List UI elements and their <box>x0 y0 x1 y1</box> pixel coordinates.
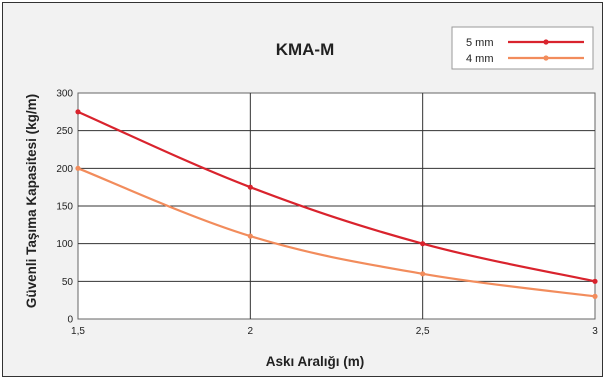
x-tick-label: 2,5 <box>416 326 430 337</box>
chart-title: KMA-M <box>276 40 335 59</box>
y-tick-label: 150 <box>56 202 73 213</box>
y-tick-label: 50 <box>62 277 74 288</box>
data-point <box>75 109 81 115</box>
legend: 5 mm 4 mm <box>451 26 594 70</box>
series-line-a <box>77 110 596 283</box>
legend-label: 5 mm <box>466 37 494 49</box>
legend-label: 4 mm <box>466 53 494 65</box>
y-tick-label: 200 <box>56 164 73 175</box>
y-tick-label: 0 <box>67 315 73 326</box>
data-point <box>592 278 598 284</box>
y-tick-label: 250 <box>56 126 73 137</box>
y-axis-label: Güvenli Taşıma Kapasitesi (kg/m) <box>24 94 39 308</box>
data-point <box>247 184 253 190</box>
y-tick-label: 300 <box>56 89 73 100</box>
data-point <box>420 271 426 277</box>
data-point <box>75 165 81 171</box>
legend-marker <box>543 55 549 61</box>
series-line-b <box>77 167 596 298</box>
legend-box <box>451 26 594 70</box>
y-tick-label: 100 <box>56 239 73 250</box>
data-point <box>247 233 253 239</box>
legend-marker <box>543 39 549 45</box>
data-point <box>592 293 598 299</box>
data-point <box>420 241 426 247</box>
x-tick-label: 3 <box>592 326 598 337</box>
x-axis-label: Askı Aralığı (m) <box>266 354 365 369</box>
x-tick-label: 1,5 <box>71 326 85 337</box>
x-tick-label: 2 <box>248 326 254 337</box>
